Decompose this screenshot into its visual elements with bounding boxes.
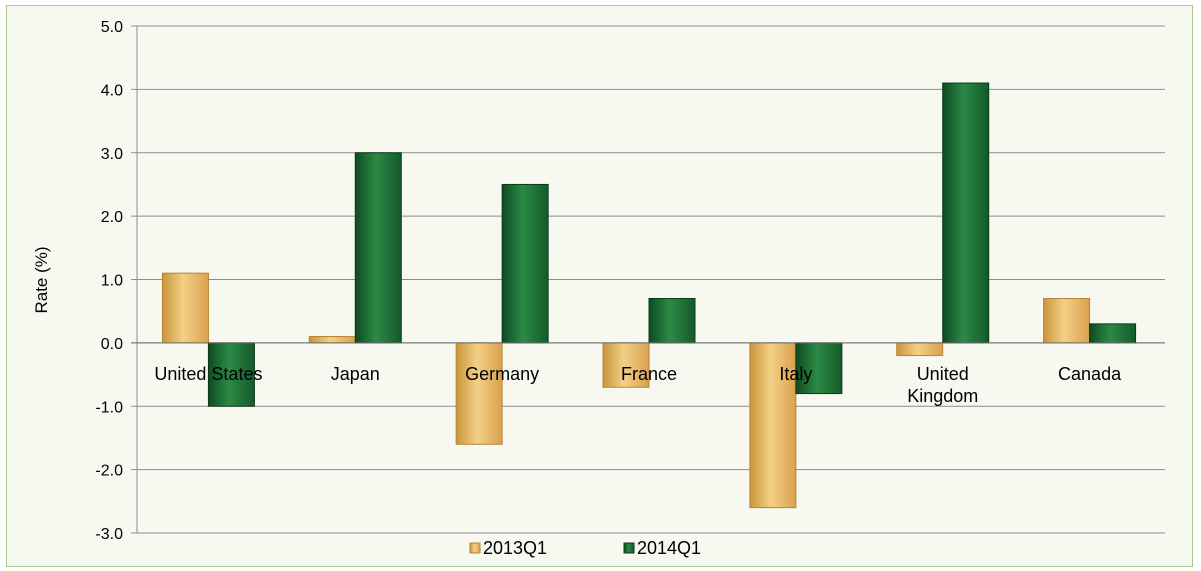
x-tick-label: Canada [1058,364,1122,384]
bar-2013q1-canada [1043,298,1091,344]
y-tick-label: -2.0 [95,463,123,480]
gridlines [131,25,1165,534]
x-tick-label: France [621,364,677,384]
y-tick-label: 5.0 [101,19,123,36]
x-tick-label: Germany [465,364,539,384]
y-tick-label: 1.0 [101,273,123,290]
bar-2013q1-italy [749,342,797,509]
y-tick-label: -3.0 [95,526,123,543]
y-tick-label: 4.0 [101,82,123,99]
bar-2014q1-japan [354,152,402,344]
legend-label-2013q1: 2013Q1 [483,538,547,558]
y-tick-label: 0.0 [101,336,123,353]
bar-2013q1-germany [455,342,503,445]
y-tick-label: 3.0 [101,146,123,163]
bar-2013q1-france [602,342,650,388]
axes [131,26,1165,533]
x-tick-label: United Kingdom [907,364,978,406]
bar-2014q1-united-kingdom [942,82,990,344]
legend-label-2014q1: 2014Q1 [637,538,701,558]
bar-2014q1-germany [501,183,549,344]
bar-2013q1-united-states [161,272,209,344]
bars [161,82,1137,509]
legend-swatch-2014q1 [623,542,635,554]
x-tick-label: Japan [331,364,380,384]
legend: 2013Q1 2014Q1 [469,538,701,558]
bar-2013q1-united-kingdom [896,342,944,357]
x-tick-label: Italy [779,364,812,384]
bar-2014q1-canada [1089,323,1137,344]
bar-2014q1-italy [795,342,843,395]
legend-swatch-2013q1 [469,542,481,554]
y-tick-label: 2.0 [101,209,123,226]
y-tick-label: -1.0 [95,399,123,416]
bar-2014q1-france [648,298,696,344]
labels: 5.0 4.0 3.0 2.0 1.0 0.0 -1.0 -2.0 -3.0 United Sta… [95,19,1122,543]
y-axis-label: Rate (%) [32,246,51,313]
bar-2013q1-japan [308,336,356,344]
x-tick-label: United States [154,364,262,384]
